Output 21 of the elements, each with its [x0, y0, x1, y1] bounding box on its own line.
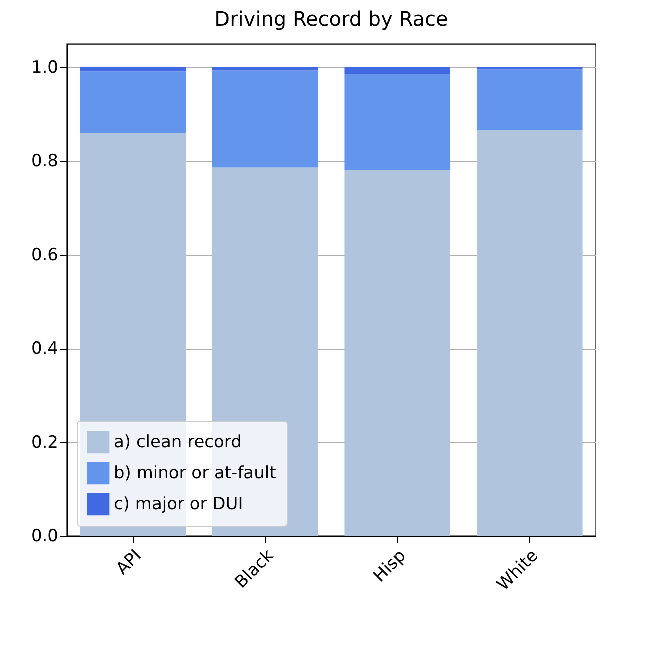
bar	[344, 74, 451, 171]
bar	[344, 170, 451, 536]
bar	[212, 70, 318, 168]
y-tick-label: 1.0	[31, 58, 58, 78]
y-tick-label: 0.4	[31, 339, 58, 360]
y-tick-label: 0.6	[31, 245, 58, 266]
bar	[476, 70, 583, 131]
y-tick-label: 0.0	[31, 526, 58, 546]
bar	[476, 130, 583, 536]
x-tick-label: API	[112, 546, 146, 580]
legend-label: b) minor or at-fault	[114, 464, 277, 484]
y-tick-label: 0.8	[31, 152, 58, 172]
y-tick-label: 0.2	[31, 432, 58, 453]
bar	[344, 67, 451, 74]
bar	[212, 67, 318, 71]
legend-label: a) clean record	[114, 432, 242, 452]
legend-label: c) major or DUI	[114, 494, 244, 514]
bar	[476, 67, 583, 70]
bar	[80, 67, 186, 72]
bar	[80, 72, 186, 134]
chart-title: Driving Record by Race	[214, 7, 448, 31]
